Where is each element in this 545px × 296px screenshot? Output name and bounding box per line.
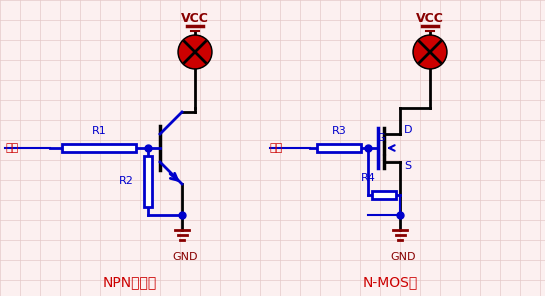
Bar	[144, 156, 152, 207]
Text: VCC: VCC	[181, 12, 209, 25]
Text: GND: GND	[390, 252, 416, 262]
Circle shape	[413, 35, 447, 69]
Text: N-MOS管: N-MOS管	[362, 275, 417, 289]
Circle shape	[178, 35, 212, 69]
Text: 輸入: 輸入	[270, 143, 283, 153]
Text: R3: R3	[331, 126, 347, 136]
Circle shape	[415, 36, 445, 67]
Bar	[372, 191, 396, 199]
Text: D: D	[404, 125, 413, 135]
Text: S: S	[404, 161, 411, 171]
Bar	[317, 144, 361, 152]
Circle shape	[179, 36, 210, 67]
Text: VCC: VCC	[416, 12, 444, 25]
Text: R4: R4	[361, 173, 376, 183]
Text: NPN三極管: NPN三極管	[103, 275, 157, 289]
Text: R2: R2	[119, 176, 134, 186]
Text: 輸入: 輸入	[5, 143, 18, 153]
Bar	[62, 144, 136, 152]
Text: GND: GND	[172, 252, 198, 262]
Text: G: G	[376, 133, 385, 143]
Text: R1: R1	[92, 126, 106, 136]
